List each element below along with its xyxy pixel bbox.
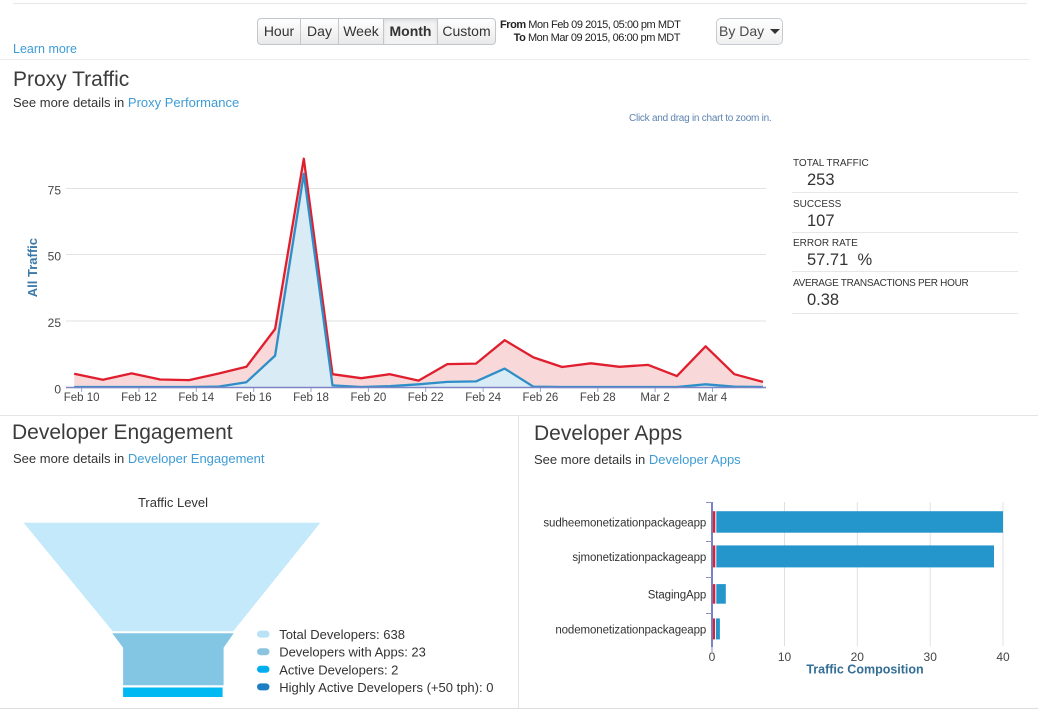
svg-text:0: 0	[54, 383, 61, 397]
svg-text:Feb 20: Feb 20	[350, 392, 386, 404]
svg-text:Active Developers: 2: Active Developers: 2	[279, 662, 398, 677]
svg-text:Mar 4: Mar 4	[698, 392, 728, 404]
svg-text:Total Developers: 638: Total Developers: 638	[279, 627, 405, 642]
svg-text:Feb 12: Feb 12	[121, 392, 157, 404]
svg-text:nodemonetizationpackageapp: nodemonetizationpackageapp	[555, 624, 706, 636]
svg-text:sudheemonetizationpackageapp: sudheemonetizationpackageapp	[543, 517, 706, 529]
svg-text:Feb 24: Feb 24	[465, 392, 501, 404]
svg-text:sjmonetizationpackageapp: sjmonetizationpackageapp	[572, 552, 706, 564]
svg-text:Traffic Composition: Traffic Composition	[806, 663, 923, 677]
svg-text:Mar 2: Mar 2	[640, 392, 669, 404]
svg-text:50: 50	[48, 250, 62, 264]
svg-text:Traffic Level: Traffic Level	[138, 495, 208, 510]
svg-text:Feb 10: Feb 10	[64, 392, 100, 404]
svg-text:Feb 16: Feb 16	[236, 392, 272, 404]
svg-text:Feb 28: Feb 28	[580, 392, 616, 404]
svg-text:10: 10	[778, 650, 792, 664]
svg-text:0: 0	[709, 650, 716, 664]
svg-text:All Traffic: All Traffic	[25, 238, 40, 297]
svg-text:30: 30	[924, 650, 938, 664]
svg-text:Feb 22: Feb 22	[408, 392, 444, 404]
svg-text:25: 25	[48, 316, 62, 330]
svg-text:40: 40	[996, 650, 1010, 664]
svg-text:20: 20	[851, 650, 865, 664]
svg-text:StagingApp: StagingApp	[648, 589, 706, 601]
svg-text:75: 75	[48, 184, 62, 198]
svg-text:Feb 18: Feb 18	[293, 392, 329, 404]
svg-text:Developers with Apps: 23: Developers with Apps: 23	[279, 645, 426, 660]
svg-text:Highly Active Developers (+50: Highly Active Developers (+50 tph): 0	[279, 680, 493, 695]
svg-text:Feb 14: Feb 14	[178, 392, 214, 404]
svg-text:Feb 26: Feb 26	[522, 392, 558, 404]
